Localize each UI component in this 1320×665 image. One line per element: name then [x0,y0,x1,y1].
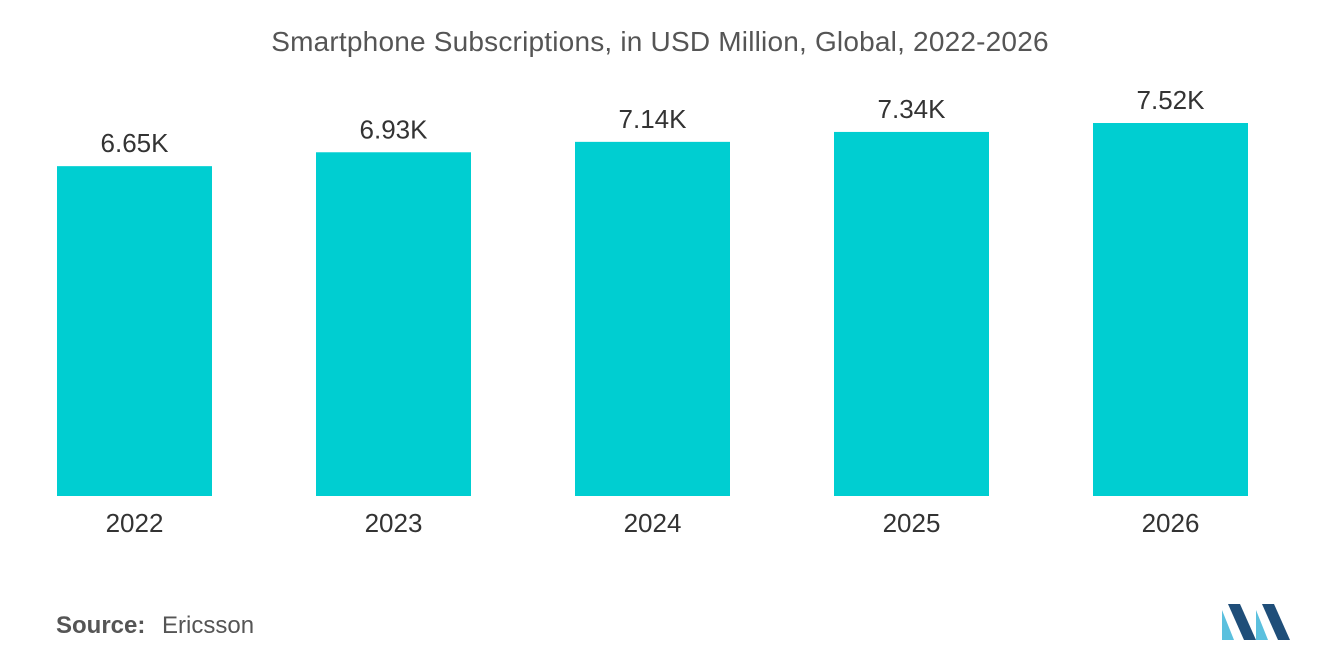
bar-2022 [57,166,212,496]
data-label-2025: 7.34K [878,94,947,124]
data-label-2024: 7.14K [619,104,688,134]
logo-shape-left [1222,610,1234,640]
bar-2026 [1093,123,1248,497]
logo-shape-mid-left [1228,604,1256,640]
source-value: Ericsson [162,612,255,639]
bar-2024 [575,141,730,496]
x-tick-label-2024: 2024 [624,508,682,538]
chart-title: Smartphone Subscriptions, in USD Million… [271,26,1049,57]
x-tick-label-2023: 2023 [365,508,423,538]
data-label-2023: 6.93K [360,114,429,144]
bar-2023 [316,152,471,496]
data-label-2026: 7.52K [1137,85,1206,115]
x-tick-label-2026: 2026 [1142,508,1200,538]
x-tick-label-2022: 2022 [106,508,164,538]
logo-shape-right [1262,604,1290,640]
mordor-intelligence-logo-icon [1222,604,1290,640]
logo-shape-mid-right [1256,610,1268,640]
x-tick-label-2025: 2025 [883,508,941,538]
source-note: Source: Ericsson [56,612,254,640]
bar-2025 [834,131,989,496]
data-label-2022: 6.65K [101,128,170,158]
source-key: Source: [56,612,146,639]
